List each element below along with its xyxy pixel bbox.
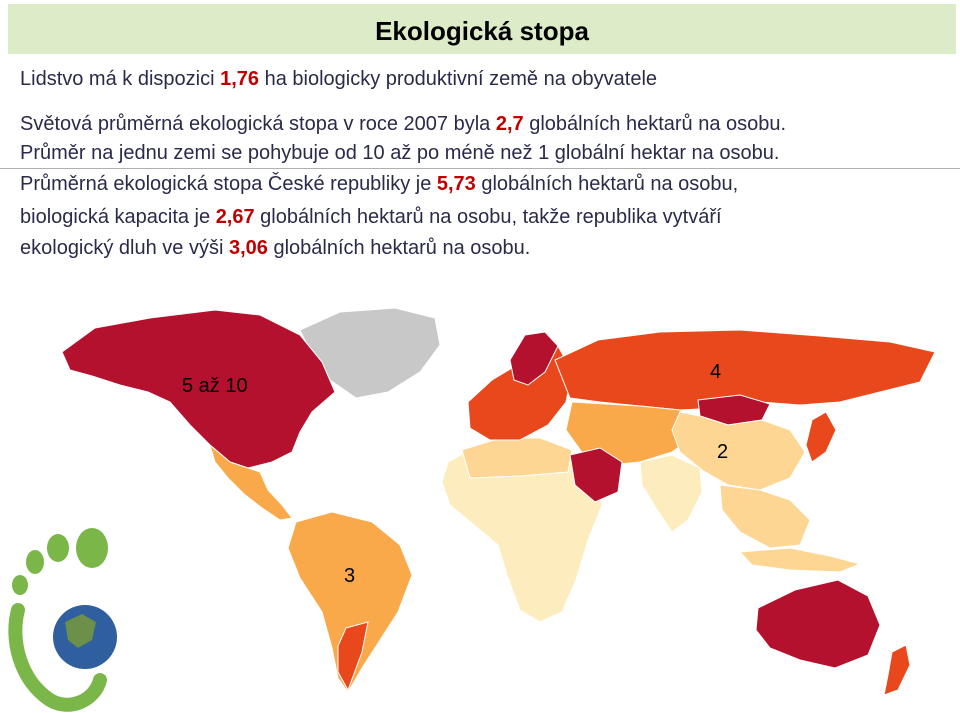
- label-south-america: 3: [344, 565, 355, 587]
- label-russia: 4: [710, 361, 721, 383]
- toe-3: [26, 550, 44, 574]
- label-china: 2: [717, 441, 728, 463]
- line-5-value: 2,67: [215, 206, 255, 228]
- line-6-end: globálních hektarů na osobu.: [267, 237, 531, 259]
- region-scandinavia: [509, 331, 559, 386]
- text-line-6: ekologický dluh ve výši 3,06 globálních …: [20, 237, 530, 260]
- text-line-3: Průměr na jednu zemi se pohybuje od 10 a…: [20, 142, 780, 164]
- toe-1: [76, 528, 108, 568]
- earth-globe-icon: [53, 605, 117, 669]
- toe-2: [47, 534, 69, 562]
- region-mexico: [209, 443, 293, 521]
- world-map: 5 až 10 4 2 3: [8, 307, 936, 712]
- line-1-value: 1,76: [220, 68, 260, 90]
- region-japan: [805, 411, 837, 463]
- page-title: Ekologická stopa: [375, 16, 589, 46]
- line-4-end: globálních hektarů na osobu,: [475, 173, 739, 195]
- region-north-america: [61, 309, 336, 469]
- region-india: [639, 454, 703, 533]
- line-2-end: globálních hektarů na osobu.: [523, 113, 787, 135]
- footprint-logo-icon: [8, 528, 108, 712]
- line-2-start: Světová průměrná ekologická stopa v roce…: [20, 113, 496, 135]
- line-5-start: biologická kapacita je: [20, 206, 216, 228]
- region-china: [671, 411, 806, 491]
- region-north-africa: [461, 437, 573, 479]
- region-southeast-asia: [719, 484, 811, 549]
- line-2-value: 2,7: [495, 113, 524, 135]
- line-4-start: Průměrná ekologická stopa České republik…: [20, 173, 437, 195]
- region-southern-cone: [337, 621, 369, 692]
- line-5-end: globálních hektarů na osobu, takže repub…: [254, 206, 722, 228]
- text-line-1: Lidstvo má k dispozici 1,76 ha biologick…: [20, 68, 657, 91]
- globe-land: [65, 614, 96, 648]
- line-1-start: Lidstvo má k dispozici: [20, 68, 221, 90]
- region-australia: [755, 579, 881, 669]
- divider-line: [0, 168, 960, 169]
- toe-4: [12, 575, 28, 595]
- region-arabia: [569, 447, 623, 503]
- region-new-zealand: [883, 644, 911, 696]
- region-south-america: [287, 511, 413, 693]
- region-indonesia: [738, 547, 862, 573]
- text-line-2: Světová průměrná ekologická stopa v roce…: [20, 113, 786, 136]
- label-north-america: 5 až 10: [182, 375, 248, 397]
- text-line-4: Průměrná ekologická stopa České republik…: [20, 173, 738, 196]
- line-4-value: 5,73: [436, 173, 476, 195]
- text-line-5: biologická kapacita je 2,67 globálních h…: [20, 206, 722, 229]
- foot-outline: [8, 603, 107, 712]
- title-bar: Ekologická stopa: [8, 4, 956, 54]
- line-6-value: 3,06: [228, 237, 268, 259]
- line-6-start: ekologický dluh ve výši: [20, 237, 229, 259]
- line-1-end: ha biologicky produktivní země na obyvat…: [259, 68, 658, 90]
